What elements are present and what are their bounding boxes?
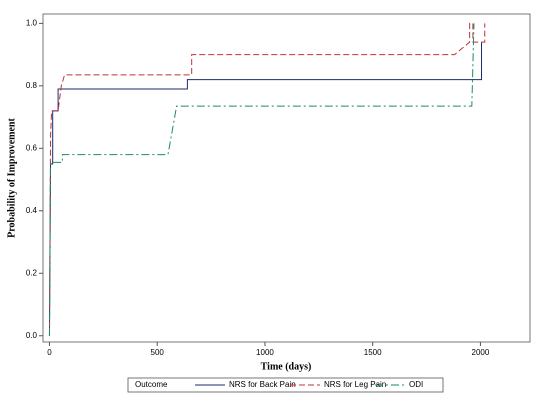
y-tick-label: 1.0 [26, 18, 38, 27]
y-tick-label: 0.4 [26, 206, 38, 215]
series-line [48, 22, 486, 336]
series-line [48, 23, 475, 336]
y-axis-label: Probability of Improvement [6, 118, 17, 238]
x-axis-label: Time (days) [261, 361, 312, 372]
legend-frame [127, 377, 444, 393]
series-line [48, 42, 483, 336]
legend-title: Outcome [135, 380, 168, 389]
y-tick-label: 0.0 [26, 331, 38, 340]
plot-frame [42, 13, 531, 343]
x-tick-label: 1000 [256, 348, 274, 357]
legend-label: NRS for Leg Pain [324, 380, 386, 389]
x-tick-label: 500 [151, 348, 165, 357]
x-tick-label: 1500 [364, 348, 382, 357]
x-tick-label: 0 [47, 348, 52, 357]
y-tick-label: 0.8 [26, 81, 38, 90]
legend-label: ODI [409, 380, 423, 389]
y-tick-label: 0.6 [26, 143, 38, 152]
y-tick-label: 0.2 [26, 268, 38, 277]
legend-label: NRS for Back Pain [229, 380, 296, 389]
x-tick-label: 2000 [472, 348, 490, 357]
